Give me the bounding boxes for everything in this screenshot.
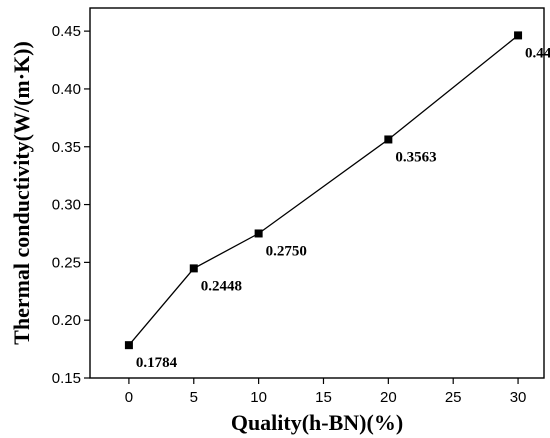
data-label: 0.3563 [395,149,436,165]
x-tick-label: 25 [445,389,462,406]
data-point [124,341,133,350]
y-axis-ticks: 0.15 0.20 0.25 0.30 0.35 0.40 0.45 [52,23,90,387]
x-axis-ticks: 0 5 10 15 20 25 30 [125,378,527,406]
y-tick-label: 0.25 [52,254,81,271]
y-tick-label: 0.40 [52,81,81,98]
y-axis-title: Thermal conductivity(W/(m·K)) [9,41,34,345]
x-tick-label: 15 [315,389,332,406]
data-label: 0.2448 [201,278,242,294]
y-tick-label: 0.35 [52,139,81,156]
plot-border [89,7,545,379]
series-line [128,34,519,346]
data-label: 0.1784 [136,355,178,371]
x-axis-title: Quality(h-BN)(%) [231,410,403,435]
x-tick-label: 5 [190,389,198,406]
data-point [189,264,198,273]
x-tick-label: 30 [510,389,527,406]
x-tick-label: 20 [380,389,397,406]
x-tick-label: 0 [125,389,133,406]
y-tick-label: 0.30 [52,197,81,214]
y-tick-label: 0.15 [52,370,81,387]
data-point [514,31,523,40]
data-point [254,229,263,238]
data-labels: 0.1784 0.2448 0.2750 0.3563 0.4463 [136,45,550,371]
y-tick-label: 0.20 [52,312,81,329]
data-points [124,31,523,350]
data-point [384,135,393,144]
y-tick-label: 0.45 [52,23,81,40]
x-tick-label: 10 [250,389,267,406]
data-label: 0.2750 [266,243,307,259]
data-label: 0.4463 [525,45,550,61]
plot-frame [89,7,545,379]
